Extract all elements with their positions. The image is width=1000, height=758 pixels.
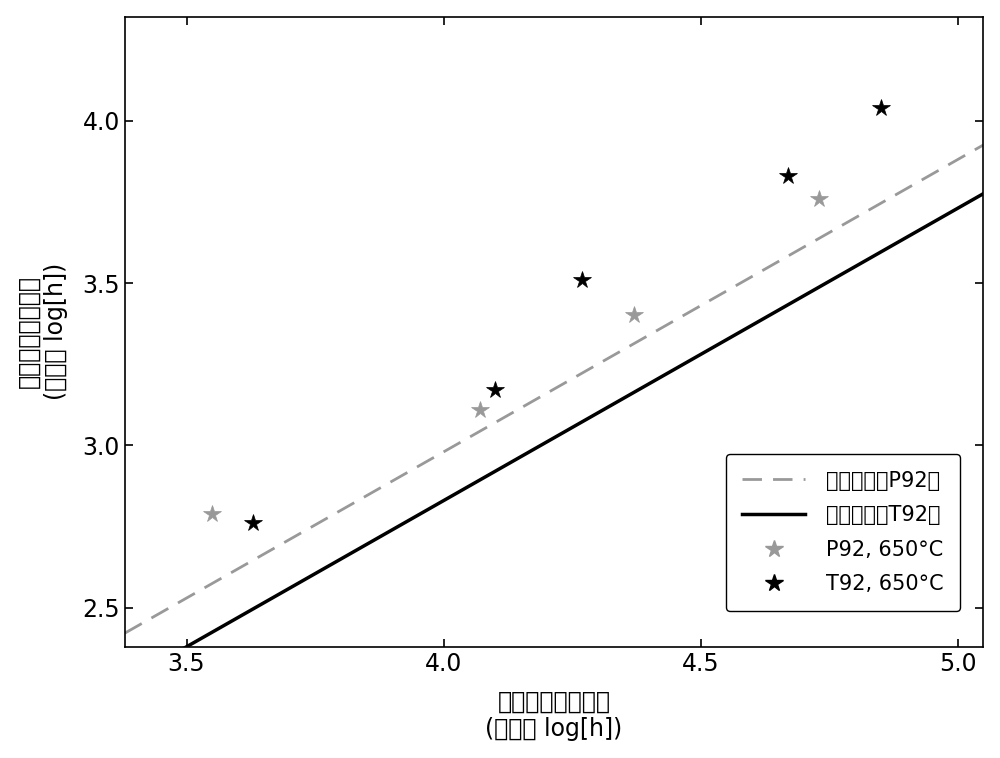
Legend: 拟合曲线（P92）, 拟合曲线（T92）, P92, 650°C, T92, 650°C: 拟合曲线（P92）, 拟合曲线（T92）, P92, 650°C, T92, 6… [726, 454, 960, 611]
X-axis label: 平均蛇变断裂时间
(单位： log[h]): 平均蛇变断裂时间 (单位： log[h]) [485, 690, 623, 741]
Y-axis label: 第一阶段蛇变时间
(单位： log[h]): 第一阶段蛇变时间 (单位： log[h]) [17, 263, 68, 400]
